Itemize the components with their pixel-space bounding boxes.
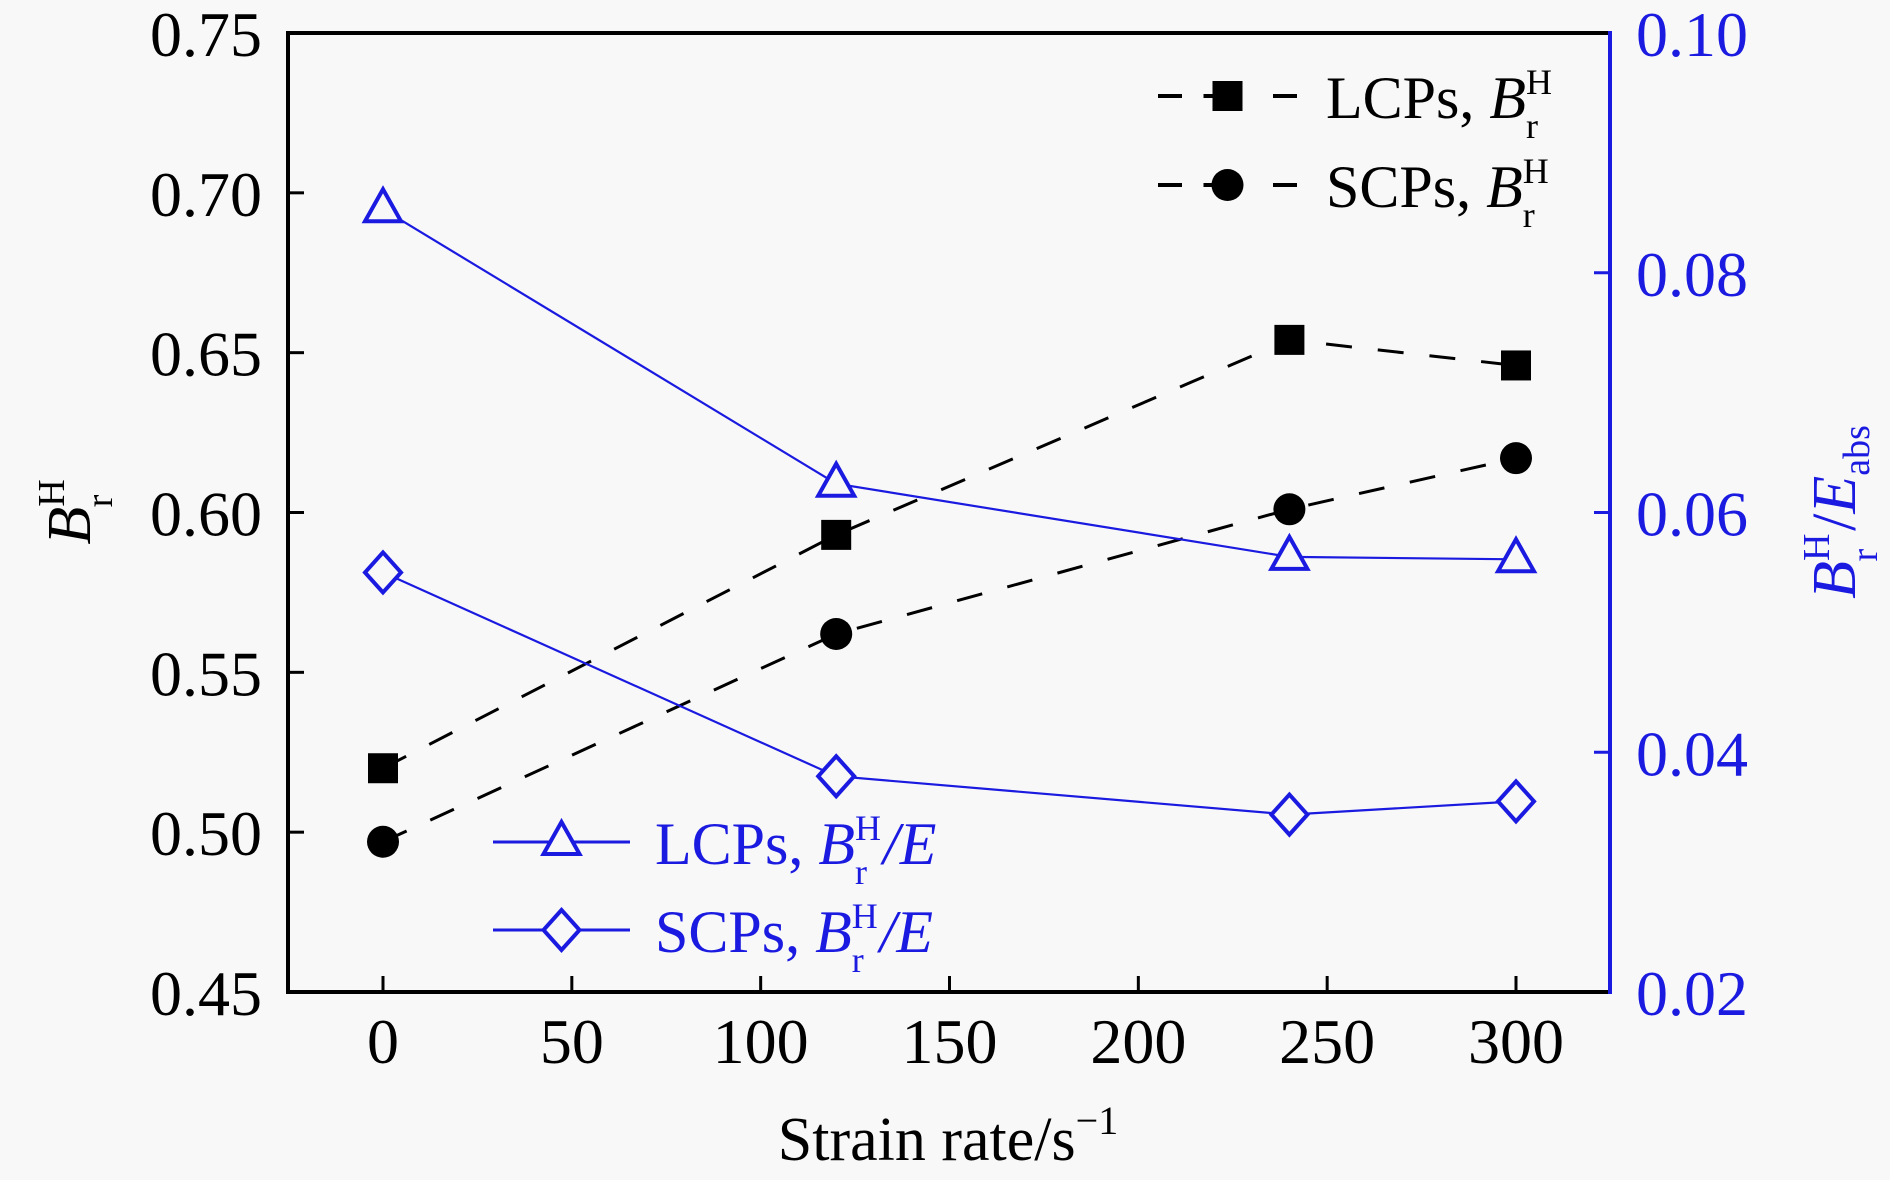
legend-prefix: LCPs, xyxy=(655,811,818,877)
y-right-title-sub: r xyxy=(1844,549,1886,562)
legend-prefix: SCPs, xyxy=(1326,154,1486,220)
y-left-tick-label: 0.50 xyxy=(150,798,262,869)
legend-marker-diamond xyxy=(540,907,583,953)
legend-item: SCPs, BH r xyxy=(1158,151,1549,235)
series-square xyxy=(368,324,1531,784)
series-layer xyxy=(361,185,1538,858)
x-tick-label: 0 xyxy=(367,1006,399,1077)
legend-prefix: LCPs, xyxy=(1326,65,1489,131)
legend-base: B xyxy=(1489,65,1526,131)
series-line xyxy=(382,208,1517,561)
legend-label: LCPs, BH r/E xyxy=(655,808,936,892)
y-right-tick-label: 0.08 xyxy=(1636,239,1748,310)
legend-marker-circle xyxy=(1211,169,1244,201)
legend-sup: H xyxy=(1523,151,1549,191)
series-triangle xyxy=(361,185,1538,574)
series-circle xyxy=(367,442,1532,858)
y-right-tick-label: 0.06 xyxy=(1636,479,1748,550)
y-left-tick-label: 0.45 xyxy=(150,958,262,1029)
data-point-circle xyxy=(1500,442,1532,475)
y-right-tick-label: 0.10 xyxy=(1636,0,1748,70)
data-point-diamond xyxy=(1495,778,1537,825)
data-point-circle xyxy=(820,617,853,650)
y-right-title-base: B xyxy=(1801,561,1869,599)
y-axis-right-title: BH r /Eabs xyxy=(1796,425,1886,599)
data-point-triangle xyxy=(361,185,405,224)
series-diamond xyxy=(362,549,1537,838)
y-axis-right: 0.02 0.04 0.06 0.08 0.10 xyxy=(1594,0,1748,1029)
legend-base: B xyxy=(1486,154,1523,220)
y-left-title-sup: H xyxy=(31,479,73,506)
data-point-square xyxy=(1274,324,1305,355)
data-point-square xyxy=(1501,350,1531,381)
legend-marker-square xyxy=(1212,81,1243,111)
data-point-diamond xyxy=(1268,791,1311,838)
x-axis-title: Strain rate/s−1 xyxy=(778,1098,1118,1174)
x-axis: 0 50 100 150 200 250 300 xyxy=(367,976,1564,1077)
y-left-tick-label: 0.65 xyxy=(150,319,262,390)
x-tick-label: 300 xyxy=(1468,1006,1564,1077)
y-right-tick-label: 0.04 xyxy=(1636,718,1748,789)
y-left-title-base: B xyxy=(36,507,104,545)
data-point-triangle xyxy=(1267,532,1311,571)
y-left-tick-label: 0.70 xyxy=(150,159,262,230)
x-tick-label: 200 xyxy=(1090,1006,1186,1077)
y-right-title-sub2: abs xyxy=(1836,425,1878,476)
legend-sub: r xyxy=(852,940,864,980)
y-left-tick-label: 0.60 xyxy=(150,479,262,550)
data-point-triangle xyxy=(814,459,858,498)
legend-suffix: /E xyxy=(880,811,936,877)
series-line xyxy=(382,571,1517,816)
x-tick-label: 50 xyxy=(540,1006,604,1077)
data-point-square xyxy=(368,753,398,784)
legend-sub: r xyxy=(1523,195,1535,235)
x-axis-title-text: Strain rate/s xyxy=(778,1106,1076,1174)
data-point-triangle xyxy=(1494,535,1538,574)
legend-suffix: /E xyxy=(877,899,933,965)
legend-label: SCPs, BH r xyxy=(1326,151,1549,235)
y-right-title-sup: H xyxy=(1796,534,1838,561)
legend-item: LCPs, BH r/E xyxy=(493,808,936,892)
legend-item: SCPs, BH r/E xyxy=(493,896,933,980)
y-left-tick-label: 0.75 xyxy=(150,0,262,70)
data-point-diamond xyxy=(362,549,404,596)
legend-base: B xyxy=(818,811,855,877)
data-point-square xyxy=(821,519,852,550)
y-axis-left: 0.45 0.50 0.55 0.60 0.65 0.70 0.75 xyxy=(150,0,304,1029)
y-right-title-base2: E xyxy=(1801,476,1869,515)
legend-sup: H xyxy=(855,808,881,848)
y-axis-left-title: BH r xyxy=(31,479,121,544)
legend-prefix: SCPs, xyxy=(655,899,815,965)
legend-sup: H xyxy=(1526,62,1552,102)
legend-marker-triangle xyxy=(540,817,583,856)
x-tick-label: 100 xyxy=(713,1006,809,1077)
y-left-tick-label: 0.55 xyxy=(150,638,262,709)
data-point-circle xyxy=(367,825,399,858)
data-point-diamond xyxy=(815,753,857,800)
legend-label: LCPs, BH r xyxy=(1326,62,1552,146)
data-point-circle xyxy=(1273,493,1306,526)
legend-label: SCPs, BH r/E xyxy=(655,896,933,980)
series-line xyxy=(382,338,1517,770)
x-axis-title-superscript: −1 xyxy=(1076,1098,1119,1143)
y-right-title-slash: / xyxy=(1801,513,1869,531)
y-left-title-sub: r xyxy=(79,494,121,507)
y-right-tick-label: 0.02 xyxy=(1636,958,1748,1029)
legend-sub: r xyxy=(855,852,867,892)
legend-base: B xyxy=(815,899,852,965)
x-tick-label: 250 xyxy=(1279,1006,1375,1077)
x-tick-label: 150 xyxy=(902,1006,998,1077)
series-line xyxy=(382,456,1517,844)
legend-sub: r xyxy=(1526,106,1538,146)
legend-item: LCPs, BH r xyxy=(1158,62,1552,146)
legend-sup: H xyxy=(852,896,878,936)
